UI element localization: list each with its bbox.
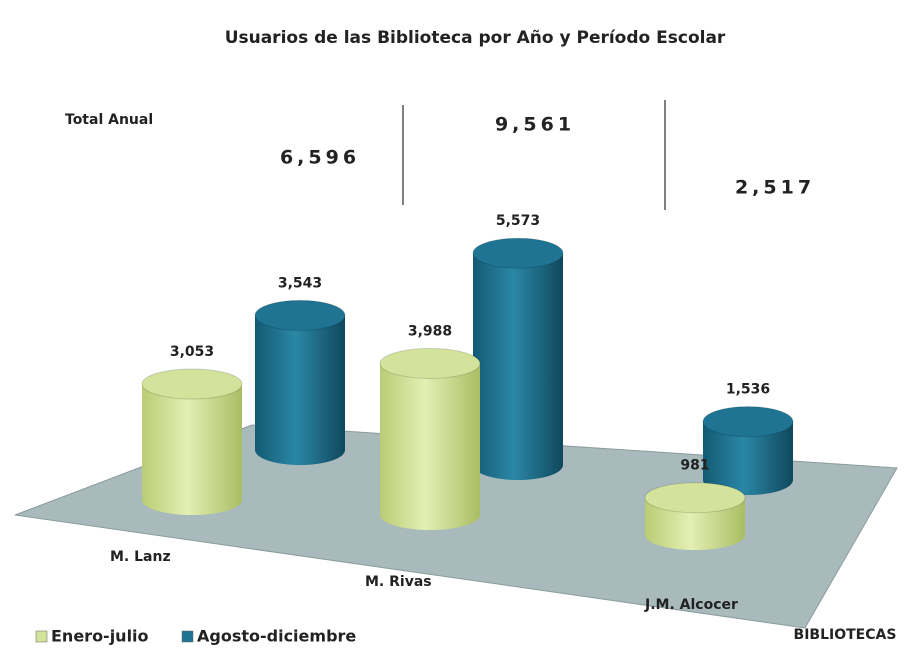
chart-title: Usuarios de las Biblioteca por Año y Per…	[225, 28, 726, 48]
total-label: 6,596	[280, 147, 360, 169]
data-label: 981	[680, 458, 709, 474]
total-label: 9,561	[495, 114, 575, 136]
legend-swatch	[35, 630, 48, 643]
data-label: 3,543	[278, 275, 322, 291]
cylinder	[645, 497, 745, 550]
legend-label: Agosto-diciembre	[197, 627, 356, 646]
cylinder	[380, 363, 480, 530]
data-label: 3,988	[408, 323, 452, 339]
total-label: 2,517	[735, 177, 815, 199]
x-tick-label: J.M. Alcocer	[644, 597, 738, 613]
cylinder-top	[472, 237, 564, 269]
cylinder	[703, 421, 793, 495]
cylinder-top	[254, 299, 346, 331]
cylinder	[473, 253, 563, 480]
legend-label: Enero-julio	[51, 627, 149, 646]
cylinder-top	[644, 482, 746, 514]
cylinder-top	[141, 368, 243, 400]
data-label: 3,053	[170, 344, 214, 360]
cylinder-top	[379, 347, 481, 379]
cylinder-top	[702, 406, 794, 438]
x-axis-label: BIBLIOTECAS	[794, 627, 897, 643]
x-tick-label: M. Rivas	[365, 574, 432, 590]
x-tick-label: M. Lanz	[110, 549, 171, 565]
legend-swatch	[181, 630, 194, 643]
data-label: 1,536	[726, 382, 770, 398]
cylinder	[142, 383, 242, 515]
data-label: 5,573	[496, 213, 540, 229]
cylinder	[255, 315, 345, 465]
totals-title: Total Anual	[65, 112, 153, 128]
